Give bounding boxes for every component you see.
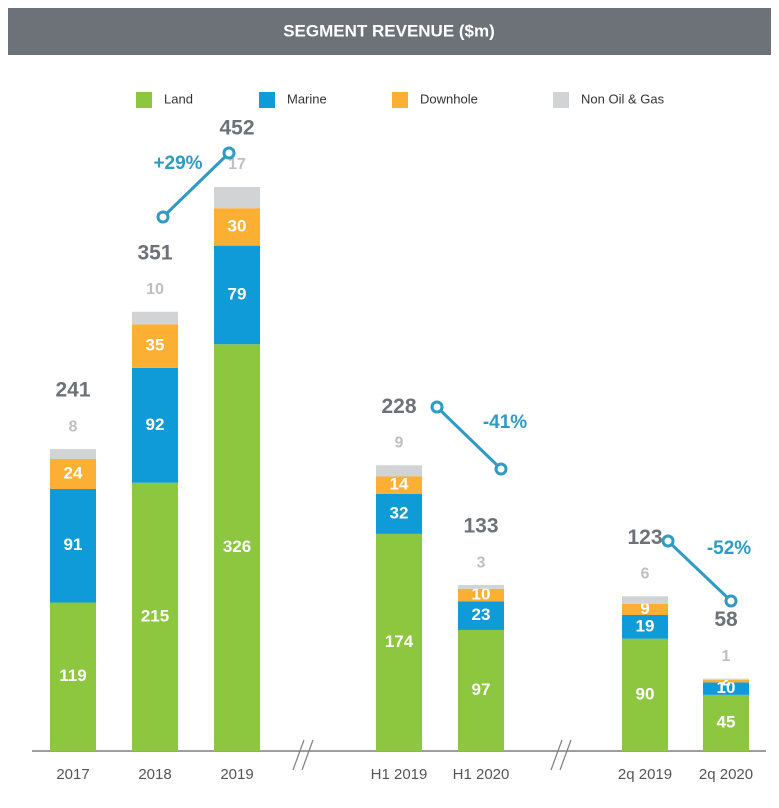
bar-segment [376, 493, 422, 534]
bar-segment [376, 533, 422, 751]
legend-swatch [392, 92, 408, 108]
value-label: 23 [472, 605, 491, 624]
change-line [666, 539, 733, 603]
bar-segment [622, 603, 668, 615]
value-label: 35 [146, 336, 165, 355]
change-dot [661, 534, 675, 548]
bar-segment [376, 465, 422, 477]
value-label: 24 [64, 463, 83, 482]
bar-segment [132, 367, 178, 483]
bar-segment [50, 449, 96, 460]
x-tick-label: 2q 2019 [618, 766, 672, 783]
change-label: +29% [153, 153, 202, 174]
change-dot [222, 146, 236, 160]
value-label: 9 [640, 599, 649, 618]
bar-segment [376, 476, 422, 494]
bar-segment [50, 459, 96, 489]
value-label: 79 [228, 284, 247, 303]
value-label: 9 [395, 434, 404, 451]
x-tick-label: 2017 [56, 766, 89, 783]
chart-title: SEGMENT REVENUE ($m) [283, 21, 495, 40]
bar-segment [214, 187, 260, 209]
value-label: 45 [717, 712, 736, 731]
value-label: 3 [477, 554, 486, 571]
bar-segment [622, 614, 668, 639]
bar-segment [622, 596, 668, 604]
value-label: 1 [722, 648, 731, 665]
bar-segment [458, 585, 504, 589]
value-label: 14 [390, 475, 409, 494]
value-label: 97 [472, 680, 491, 699]
bar-segment [214, 344, 260, 751]
total-label: 58 [714, 608, 738, 631]
change-line [161, 151, 231, 219]
bar-segment [50, 488, 96, 603]
total-label: 452 [219, 117, 254, 140]
change-dot [724, 594, 738, 608]
total-label: 228 [381, 395, 416, 418]
value-label: 8 [69, 418, 78, 435]
value-label: 215 [141, 606, 169, 625]
value-label: 10 [472, 585, 491, 604]
value-label: 2 [721, 671, 730, 690]
legend-swatch [259, 92, 275, 108]
change-line [435, 405, 503, 471]
bar-segment [132, 324, 178, 368]
bar-segment [703, 682, 749, 695]
value-label: 92 [146, 415, 165, 434]
bar-segment [458, 601, 504, 630]
x-tick-label: H1 2019 [371, 766, 428, 783]
legend-label: Non Oil & Gas [581, 91, 665, 106]
bar-segment [132, 311, 178, 325]
change-dot [430, 400, 444, 414]
total-label: 241 [55, 379, 90, 402]
legend-label: Marine [287, 91, 327, 106]
value-label: 90 [636, 684, 655, 703]
change-label: -52% [707, 538, 751, 559]
bar-segment [458, 629, 504, 751]
value-label: 119 [59, 666, 86, 685]
legend-label: Downhole [420, 91, 478, 106]
legend-swatch [136, 92, 152, 108]
bar-segment [703, 678, 749, 680]
x-tick-label: H1 2020 [453, 766, 510, 783]
total-label: 351 [137, 241, 172, 264]
change-label: -41% [483, 412, 527, 433]
value-label: 19 [636, 616, 655, 635]
bar-segment [214, 245, 260, 345]
x-tick-label: 2018 [138, 766, 171, 783]
bar-segment [214, 208, 260, 246]
bar-segment [622, 638, 668, 751]
legend-label: Land [164, 91, 193, 106]
x-tick-label: 2019 [220, 766, 253, 783]
bar-segment [703, 694, 749, 751]
bar-segment [132, 482, 178, 751]
value-label: 17 [228, 156, 246, 173]
x-tick-label: 2q 2020 [699, 766, 753, 783]
value-label: 10 [146, 281, 164, 298]
value-label: 91 [64, 535, 83, 554]
value-label: 32 [390, 503, 409, 522]
value-label: 326 [223, 537, 251, 556]
value-label: 174 [385, 632, 414, 651]
legend-swatch [553, 92, 569, 108]
bar-segment [50, 602, 96, 751]
bar-segment [458, 588, 504, 602]
value-label: 30 [228, 216, 247, 235]
axis-break [292, 739, 572, 771]
value-label: 6 [641, 565, 650, 582]
header-bar [8, 8, 771, 55]
change-dot [494, 462, 508, 476]
value-label: 10 [717, 678, 736, 697]
total-label: 123 [627, 526, 662, 549]
bar-segment [703, 679, 749, 683]
change-dot [156, 210, 170, 224]
total-label: 133 [463, 515, 498, 538]
